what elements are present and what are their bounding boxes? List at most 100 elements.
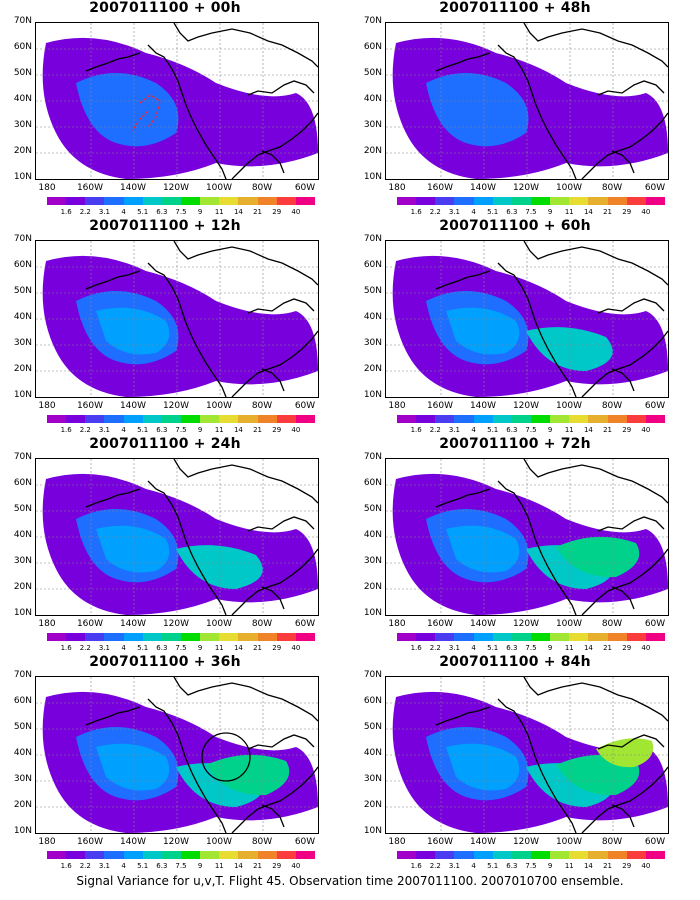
colorbar (397, 633, 665, 641)
lat-tick-label: 70N (13, 452, 32, 462)
lat-tick-label: 70N (363, 234, 382, 244)
map-area (385, 240, 669, 398)
colorbar-tick-label: 3.1 (448, 208, 460, 216)
colorbar-swatch (85, 197, 105, 205)
colorbar-tick-label: 1.6 (60, 862, 72, 870)
colorbar-swatch (180, 197, 201, 205)
lon-tick-label: 80W (251, 837, 273, 847)
colorbar-tick-label: 3.1 (448, 644, 460, 652)
variance-contour (96, 525, 170, 573)
map-panel: 2007011100 + 48h 70N 60N 50N 40N 30N 20N 10N 180… (350, 0, 680, 216)
colorbar-tick-label: 4 (471, 208, 476, 216)
colorbar-swatch (66, 633, 86, 641)
lat-tick-label: 30N (13, 338, 32, 348)
colorbar-swatch (85, 633, 105, 641)
lon-tick-label: 100W (555, 837, 583, 847)
colorbar-swatch (626, 197, 646, 205)
colorbar-tick-label: 40 (291, 426, 301, 434)
colorbar-swatch (473, 197, 493, 205)
colorbar-tick-label: 2.2 (429, 208, 441, 216)
colorbar-tick-label: 9 (197, 426, 203, 434)
variance-field (386, 23, 668, 179)
colorbar-swatch (588, 851, 608, 859)
colorbar-swatch (569, 851, 589, 859)
colorbar-swatch (454, 633, 474, 641)
colorbar-swatch (219, 197, 239, 205)
colorbar-swatch (569, 197, 589, 205)
lat-tick-label: 30N (13, 556, 32, 566)
panel-title: 2007011100 + 72h (439, 436, 591, 452)
coastline (497, 23, 668, 179)
lon-tick-label: 120W (512, 619, 540, 629)
lon-tick-label: 80W (251, 619, 273, 629)
map-area (35, 676, 319, 834)
lon-tick-label: 100W (205, 837, 233, 847)
colorbar-tick-label: 11 (214, 208, 224, 216)
colorbar-swatch (200, 197, 220, 205)
colorbar-swatch (435, 633, 455, 641)
coastline (435, 706, 491, 726)
colorbar-swatch (435, 851, 455, 859)
colorbar-swatch (142, 197, 162, 205)
colorbar-swatch (550, 415, 570, 423)
coastline (497, 677, 668, 833)
colorbar-swatch (161, 851, 181, 859)
colorbar-swatch (257, 415, 277, 423)
colorbar-ticks: 1.6 2.2 3.1 4 5.1 6.3 7.5 9 11 14 21 29 40 (397, 426, 665, 436)
colorbar-tick-label: 5.1 (487, 426, 499, 434)
colorbar-tick-label: 21 (253, 644, 263, 652)
map-area (35, 458, 319, 616)
colorbar-tick-label: 14 (583, 644, 593, 652)
lat-tick-label: 10N (363, 172, 382, 182)
colorbar-swatch (397, 197, 417, 205)
colorbar-swatch (85, 415, 105, 423)
lat-tick-label: 30N (13, 774, 32, 784)
map-panel: 2007011100 + 24h 70N 60N 50N 40N 30N 20N 10N 180… (0, 436, 330, 652)
variance-field (386, 459, 668, 615)
colorbar-tick-label: 29 (272, 426, 282, 434)
colorbar-swatch (473, 633, 493, 641)
colorbar-tick-label: 14 (233, 644, 243, 652)
colorbar-swatch (180, 415, 201, 423)
lat-tick-label: 70N (363, 670, 382, 680)
colorbar-tick-label: 5.1 (137, 208, 149, 216)
colorbar-tick-label: 11 (214, 644, 224, 652)
colorbar-tick-label: 3.1 (98, 208, 110, 216)
lon-tick-label: 80W (251, 183, 273, 193)
colorbar-swatch (200, 415, 220, 423)
panel-title: 2007011100 + 36h (89, 654, 241, 670)
variance-field (386, 241, 668, 397)
lon-tick-label: 120W (162, 401, 190, 411)
lon-tick-label: 80W (251, 401, 273, 411)
colorbar-tick-label: 7.5 (525, 426, 537, 434)
lon-tick-label: 180 (38, 183, 56, 193)
colorbar-tick-label: 21 (253, 208, 263, 216)
colorbar-swatch (276, 851, 296, 859)
coastline (85, 270, 141, 290)
colorbar-tick-label: 6.3 (506, 426, 518, 434)
coastline (147, 677, 318, 833)
colorbar (397, 851, 665, 859)
lat-tick-label: 40N (13, 312, 32, 322)
variance-field (36, 677, 318, 833)
variance-field (36, 241, 318, 397)
lat-tick-label: 30N (363, 120, 382, 130)
colorbar-swatch (104, 851, 124, 859)
colorbar (397, 415, 665, 423)
lat-tick-label: 60N (363, 478, 382, 488)
colorbar-swatch (104, 197, 124, 205)
lat-tick-label: 60N (363, 42, 382, 52)
colorbar-tick-label: 6.3 (506, 862, 518, 870)
colorbar-tick-label: 9 (197, 862, 203, 870)
colorbar-tick-label: 6.3 (156, 644, 168, 652)
colorbar-tick-label: 14 (233, 426, 243, 434)
lon-tick-label: 100W (205, 619, 233, 629)
colorbar-swatch (511, 633, 531, 641)
colorbar-swatch (238, 633, 258, 641)
lat-tick-label: 10N (13, 826, 32, 836)
colorbar-tick-label: 7.5 (175, 644, 187, 652)
colorbar (47, 633, 315, 641)
colorbar-swatch (47, 851, 67, 859)
coastline (147, 241, 318, 397)
colorbar-swatch (161, 415, 181, 423)
